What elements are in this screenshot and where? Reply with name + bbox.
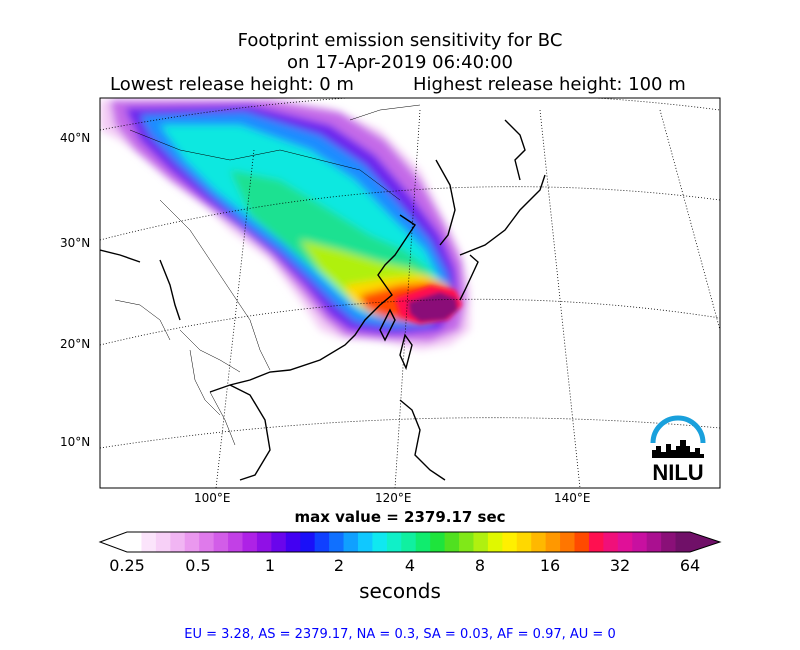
colorbar-swatch [574, 532, 590, 552]
colorbar-swatch [213, 532, 229, 552]
colorbar-swatch [184, 532, 200, 552]
colorbar [98, 531, 722, 553]
colorbar-swatch [473, 532, 489, 552]
colorbar-swatch [357, 532, 374, 552]
svg-text:NILU: NILU [652, 460, 703, 485]
colorbar-swatch [329, 532, 345, 552]
colorbar-swatch [588, 532, 604, 552]
colorbar-tick: 2 [333, 556, 345, 575]
colorbar-swatch [242, 532, 258, 552]
lat-label-30n: 30°N [60, 236, 91, 250]
colorbar-swatch [560, 532, 576, 552]
colorbar-tick: 0.5 [185, 556, 211, 575]
colorbar-swatch [372, 532, 388, 552]
colorbar-swatch [300, 532, 316, 552]
colorbar-swatch [386, 532, 402, 552]
lon-label-100e: 100°E [194, 491, 231, 505]
colorbar-swatch [545, 532, 561, 552]
lowest-release-height: Lowest release height: 0 m [110, 74, 354, 95]
lat-label-10n: 10°N [60, 435, 91, 449]
colorbar-swatch [430, 532, 446, 552]
colorbar-swatch [155, 532, 171, 552]
emission-plume [100, 100, 470, 350]
colorbar-swatch [314, 532, 330, 552]
colorbar-swatch [256, 532, 272, 552]
colorbar-swatch [271, 532, 287, 552]
colorbar-swatch [516, 532, 532, 552]
country-borders [114, 104, 421, 446]
lat-label-20n: 20°N [60, 337, 91, 351]
colorbar-swatch [141, 532, 157, 552]
colorbar-swatch [617, 532, 633, 552]
colorbar-swatch [444, 532, 460, 552]
colorbar-tick: 64 [679, 556, 701, 575]
lon-label-120e: 120°E [375, 491, 412, 505]
colorbar-swatch [459, 532, 475, 552]
colorbar-tick: 8 [474, 556, 486, 575]
lat-label-40n: 40°N [60, 131, 91, 145]
colorbar-swatch [675, 532, 691, 552]
colorbar-swatch [401, 532, 417, 552]
colorbar-unit-label: seconds [359, 579, 441, 603]
map-frame [99, 97, 721, 489]
colorbar-swatch [415, 532, 431, 552]
colorbar-swatch [487, 532, 503, 552]
colorbar-tick: 16 [539, 556, 561, 575]
colorbar-tick: 32 [609, 556, 631, 575]
colorbar-swatch [127, 532, 143, 552]
plume-peak [395, 286, 462, 324]
colorbar-swatch [502, 532, 518, 552]
colorbar-swatch [228, 532, 244, 552]
title-line-2: on 17-Apr-2019 06:40:00 [286, 52, 513, 73]
lon-label-140e: 140°E [554, 491, 591, 505]
colorbar-swatch [661, 532, 677, 552]
colorbar-swatch [170, 532, 186, 552]
colorbar-outline [98, 531, 722, 553]
colorbar-swatch [632, 532, 648, 552]
colorbar-swatch [199, 532, 215, 552]
coastlines [100, 119, 546, 481]
colorbar-tick: 0.25 [109, 556, 145, 575]
colorbar-tick: 1 [264, 556, 276, 575]
graticule [100, 98, 720, 488]
title-line-1: Footprint emission sensitivity for BC [237, 30, 563, 51]
colorbar-swatch [531, 532, 547, 552]
region-summary-footer: EU = 3.28, AS = 2379.17, NA = 0.3, SA = … [184, 627, 616, 642]
max-value-label: max value = 2379.17 sec [294, 508, 506, 526]
colorbar-swatch [343, 532, 359, 552]
nilu-logo: NILU [650, 415, 706, 485]
highest-release-height: Highest release height: 100 m [413, 74, 686, 95]
colorbar-max-extension [690, 532, 720, 552]
colorbar-tick: 4 [404, 556, 416, 575]
colorbar-swatch [603, 532, 619, 552]
colorbar-swatch [646, 532, 662, 552]
colorbar-min-extension [100, 532, 127, 552]
colorbar-swatch [285, 532, 301, 552]
